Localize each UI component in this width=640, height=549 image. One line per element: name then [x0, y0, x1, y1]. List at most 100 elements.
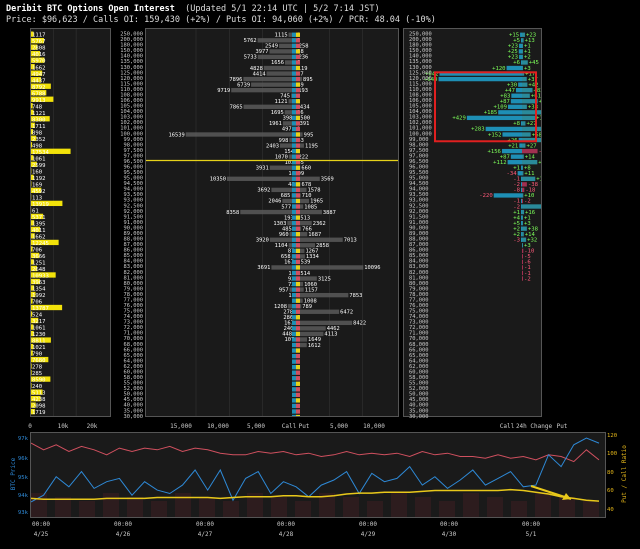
date-x-tick: 5/1 [526, 531, 537, 538]
call-value-label: 10350 [210, 177, 226, 183]
total-oi-bar [31, 395, 41, 402]
volume-band [367, 501, 383, 517]
put-bar [296, 326, 326, 331]
volume-band [175, 493, 191, 517]
put-spine-bar [296, 187, 300, 193]
call-spine-bar [292, 398, 296, 403]
call-change-bar [520, 121, 522, 126]
total-oi-label: 8792 [32, 85, 45, 91]
strike-tick-label: 93,000 [124, 198, 143, 204]
total-oi-label: 5371 [32, 215, 45, 221]
call-change-label: +2 [513, 232, 520, 238]
call-spine-bar [292, 54, 296, 60]
put-change-bar [522, 54, 523, 60]
put-change-bar [522, 232, 524, 237]
total-oi-bar [31, 57, 45, 63]
change-tick-label: 78,000 [409, 292, 428, 298]
put-spine-bar [296, 359, 300, 364]
change-tick-label: 106,000 [409, 98, 432, 104]
total-oi-bar [31, 304, 63, 311]
total-x-tick: 20k [87, 423, 98, 430]
call-change-label: +5 [513, 38, 520, 44]
call-bar [269, 49, 296, 54]
put-spine-bar [296, 370, 300, 375]
call-spine-bar [292, 331, 296, 337]
call-value-label: 2403 [266, 143, 279, 149]
put-value-label: 119 [298, 66, 308, 72]
change-tick-label: 83,000 [409, 264, 428, 270]
call-change-bar [521, 226, 522, 231]
time-x-tick: 00:00 [32, 521, 50, 528]
put-spine-bar [296, 281, 300, 287]
put-value-label: 500 [300, 116, 310, 122]
put-bar [296, 265, 364, 270]
call-spine-bar [292, 359, 296, 364]
call-value-label: 14 [288, 171, 295, 177]
total-oi-label: 13919 [32, 202, 49, 208]
put-spine-bar [296, 320, 300, 326]
put-change-bar [522, 226, 527, 231]
put-spine-bar [296, 248, 300, 253]
put-value-label: 3887 [323, 210, 336, 216]
put-change-label: +13 [525, 38, 535, 44]
volume-band [151, 501, 167, 517]
put-value-label: 10096 [364, 265, 380, 271]
put-call-ratio-line [30, 488, 600, 502]
put-value-label: 1578 [308, 188, 321, 194]
total-oi-label: 498 [32, 143, 43, 149]
call-spine-bar [292, 193, 296, 198]
volume-band [415, 497, 431, 517]
call-value-label: 154 [284, 149, 294, 155]
btc-y-tick: 97k [18, 436, 29, 442]
call-change-bar [521, 215, 522, 220]
call-value-label: 3931 [256, 166, 269, 172]
strike-tick-label: 76,000 [124, 303, 143, 309]
put-spine-bar [296, 32, 300, 37]
strike-tick-label: 125,000 [120, 70, 143, 76]
call-spine-bar [292, 154, 296, 159]
call-change-bar [518, 137, 522, 143]
put-change-label: +1 [524, 49, 531, 55]
total-oi-label: 10933 [32, 274, 49, 280]
total-oi-bar [31, 90, 47, 96]
time-x-tick: 00:00 [440, 521, 458, 528]
total-oi-label: 17534 [32, 150, 49, 156]
call-spine-bar [292, 43, 296, 49]
put-value-label: 995 [304, 132, 314, 138]
call-change-bar [517, 171, 522, 176]
time-x-tick: 00:00 [196, 521, 214, 528]
call-spine-bar [292, 115, 296, 121]
strike-tick-label: 92,000 [124, 209, 143, 215]
total-oi-label: 8811 [32, 339, 45, 345]
put-spine-bar [296, 93, 300, 98]
call-spine-bar [292, 315, 296, 320]
put-spine-bar [296, 82, 300, 87]
call-spine-bar [292, 99, 296, 104]
total-oi-label: 4437 [32, 78, 45, 84]
put-spine-bar [296, 204, 300, 209]
strike-tick-label: 70,000 [124, 336, 143, 342]
put-value-label: 4462 [327, 326, 340, 332]
put-change-bar [522, 187, 525, 193]
call-spine-bar [292, 342, 296, 348]
put-value-label: 1085 [304, 204, 317, 210]
put-change-bar [522, 182, 527, 187]
call-spine-bar [292, 215, 296, 220]
change-tick-label: 200,000 [409, 37, 432, 43]
change-tick-label: 97,000 [409, 153, 428, 159]
call-change-label: +23 [508, 55, 518, 61]
call-value-label: 3977 [256, 49, 269, 55]
total-oi-label: 2808 [32, 46, 46, 52]
call-spine-bar [292, 248, 296, 253]
call-value-label: 286 [283, 315, 293, 321]
put-change-bar [522, 115, 535, 121]
call-change-bar [521, 204, 522, 209]
put-value-label: 789 [302, 304, 312, 310]
total-oi-bar [31, 350, 33, 356]
strike-tick-label: 30,000 [124, 414, 143, 420]
strike-tick-label: 40,000 [124, 403, 143, 409]
strike-tick-label: 81,000 [124, 275, 143, 281]
call-value-label: 1695 [271, 110, 284, 116]
total-oi-bar [31, 239, 59, 246]
put-bar [296, 198, 310, 204]
